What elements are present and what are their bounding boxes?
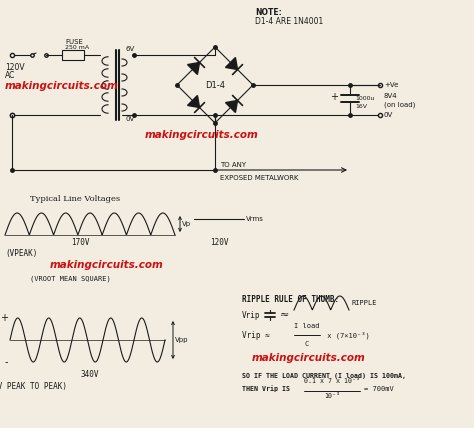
Text: makingcircuits.com: makingcircuits.com	[145, 130, 259, 140]
Text: 250 mA: 250 mA	[65, 45, 89, 50]
Text: x (7×10⁻³): x (7×10⁻³)	[323, 331, 370, 339]
Text: (VROOT MEAN SQUARE): (VROOT MEAN SQUARE)	[30, 275, 111, 282]
Polygon shape	[226, 57, 237, 69]
Text: AC: AC	[5, 71, 15, 80]
Text: Vrip: Vrip	[242, 310, 261, 319]
Text: TO ANY: TO ANY	[220, 162, 246, 168]
Text: (on load): (on load)	[384, 101, 415, 107]
Text: 16V: 16V	[355, 104, 367, 109]
Text: D1-4: D1-4	[205, 80, 225, 89]
Text: 0V: 0V	[126, 116, 135, 122]
Text: D1-4 ARE 1N4001: D1-4 ARE 1N4001	[255, 17, 323, 26]
Text: EXPOSED METALWORK: EXPOSED METALWORK	[220, 175, 299, 181]
Text: Vrms: Vrms	[246, 217, 264, 223]
Text: +: +	[0, 313, 8, 323]
Text: +: +	[330, 92, 338, 102]
Text: makingcircuits.com: makingcircuits.com	[5, 81, 119, 91]
Text: 170V: 170V	[71, 238, 89, 247]
Polygon shape	[188, 62, 200, 74]
Text: 0.1 x 7 x 10⁻³: 0.1 x 7 x 10⁻³	[304, 378, 360, 384]
Text: = 700mV: = 700mV	[364, 386, 394, 392]
Text: 120V: 120V	[5, 63, 25, 72]
Text: C: C	[305, 341, 309, 347]
Text: FUSE: FUSE	[65, 39, 83, 45]
Text: -: -	[4, 357, 8, 367]
Text: 0V: 0V	[384, 112, 393, 118]
Bar	[62, 50, 84, 60]
Text: 8V4: 8V4	[384, 93, 398, 99]
Text: 10⁻³: 10⁻³	[324, 393, 340, 399]
Text: 120V: 120V	[210, 238, 228, 247]
Text: THEN Vrip IS: THEN Vrip IS	[242, 385, 290, 392]
Text: Typical Line Voltages: Typical Line Voltages	[30, 195, 120, 203]
Text: I load: I load	[294, 323, 320, 329]
Polygon shape	[188, 95, 200, 107]
Text: 1000u: 1000u	[355, 96, 374, 101]
Text: makingcircuits.com: makingcircuits.com	[252, 353, 366, 363]
Text: (V PEAK TO PEAK): (V PEAK TO PEAK)	[0, 382, 67, 391]
Text: Vp: Vp	[182, 221, 191, 227]
Text: NOTE:: NOTE:	[255, 8, 282, 17]
Text: makingcircuits.com: makingcircuits.com	[50, 260, 164, 270]
Text: 340V: 340V	[81, 370, 99, 379]
Polygon shape	[226, 101, 237, 113]
Text: RIPPLE: RIPPLE	[352, 300, 377, 306]
Text: +Ve: +Ve	[384, 82, 398, 88]
Text: SO IF THE LOAD CURRENT (I load) IS 100mA,: SO IF THE LOAD CURRENT (I load) IS 100mA…	[242, 373, 406, 379]
Text: Vrip ≈: Vrip ≈	[242, 330, 270, 339]
Text: (VPEAK): (VPEAK)	[5, 249, 37, 258]
Text: 6V: 6V	[126, 46, 135, 52]
Text: Vpp: Vpp	[175, 337, 189, 343]
Text: RIPPLE RULE OF THUMB:: RIPPLE RULE OF THUMB:	[242, 295, 339, 304]
Text: ≈: ≈	[280, 310, 289, 320]
